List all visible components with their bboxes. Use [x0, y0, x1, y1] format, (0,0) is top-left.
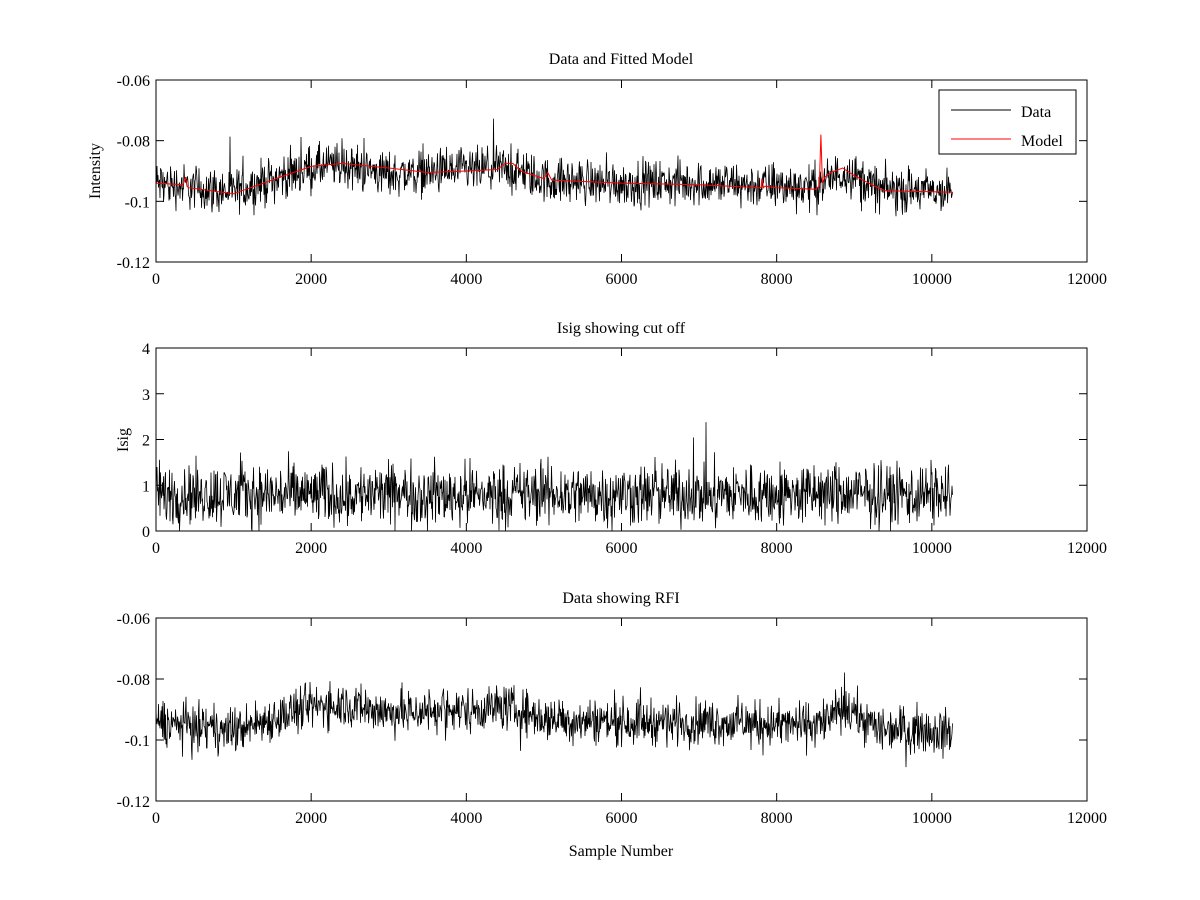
- y-tick-label: -0.12: [117, 255, 150, 272]
- x-tick-label: 6000: [606, 810, 638, 827]
- x-tick-label: 10000: [912, 810, 952, 827]
- subplot-title: Data showing RFI: [562, 590, 679, 607]
- y-tick-label: 2: [142, 433, 150, 450]
- legend-label-model: Model: [1021, 133, 1063, 150]
- y-axis-label: Isig: [115, 428, 132, 452]
- series-line-signal: [156, 422, 953, 531]
- x-tick-label: 2000: [295, 540, 327, 557]
- x-tick-label: 8000: [761, 810, 793, 827]
- subplot-data-rfi: Data showing RFI 0 2000 4000 6000 8000 10000 1…: [117, 590, 1107, 860]
- x-tick-label: 4000: [450, 540, 482, 557]
- y-tick-label: -0.1: [125, 733, 150, 750]
- series-line-model: [156, 134, 953, 195]
- x-tick-label: 12000: [1067, 271, 1107, 288]
- plot-area: [156, 672, 953, 768]
- x-axis-label: Sample Number: [569, 843, 674, 860]
- y-tick-label: 4: [142, 341, 150, 358]
- x-tick-label: 2000: [295, 810, 327, 827]
- subplot-data-and-model: Data and Fitted Model Intensity 0 2000 400…: [87, 51, 1107, 288]
- ticks: 0 2000 4000 6000 8000 10000 12000 -0.06 -0.08 -0.…: [117, 611, 1107, 827]
- y-tick-label: -0.08: [117, 672, 150, 689]
- series-line-signal: [156, 672, 953, 768]
- legend: Data Model: [938, 89, 1077, 155]
- x-tick-label: 0: [152, 271, 160, 288]
- x-tick-label: 0: [152, 810, 160, 827]
- x-tick-label: 8000: [761, 271, 793, 288]
- x-tick-label: 10000: [912, 271, 952, 288]
- x-tick-label: 6000: [606, 271, 638, 288]
- y-tick-label: 3: [142, 387, 150, 404]
- y-tick-label: 1: [142, 478, 150, 495]
- x-tick-label: 4000: [450, 271, 482, 288]
- legend-label-data: Data: [1021, 104, 1051, 121]
- x-tick-label: 2000: [295, 271, 327, 288]
- y-tick-label: -0.06: [117, 73, 150, 90]
- y-tick-label: -0.12: [117, 794, 150, 811]
- legend-box: [938, 89, 1077, 155]
- y-tick-label: -0.1: [125, 194, 150, 211]
- y-tick-label: 0: [142, 524, 150, 541]
- subplot-title: Isig showing cut off: [557, 320, 686, 337]
- x-tick-label: 0: [152, 540, 160, 557]
- plot-area: [156, 422, 953, 531]
- x-tick-label: 12000: [1067, 810, 1107, 827]
- x-tick-label: 4000: [450, 810, 482, 827]
- plot-area: [156, 118, 953, 217]
- x-tick-label: 12000: [1067, 540, 1107, 557]
- ticks: 0 2000 4000 6000 8000 10000 12000 4 3 2 1 0: [142, 341, 1107, 557]
- x-tick-label: 8000: [761, 540, 793, 557]
- ticks: 0 2000 4000 6000 8000 10000 12000 -0.06 -0.08 -0.…: [117, 73, 1107, 288]
- x-tick-label: 10000: [912, 540, 952, 557]
- x-tick-label: 6000: [606, 540, 638, 557]
- y-tick-label: -0.08: [117, 134, 150, 151]
- subplot-title: Data and Fitted Model: [549, 51, 694, 68]
- y-axis-label: Intensity: [87, 143, 104, 199]
- subplot-isig: Isig showing cut off Isig 0 2000 4000 6000 8…: [115, 320, 1107, 557]
- y-tick-label: -0.06: [117, 611, 150, 628]
